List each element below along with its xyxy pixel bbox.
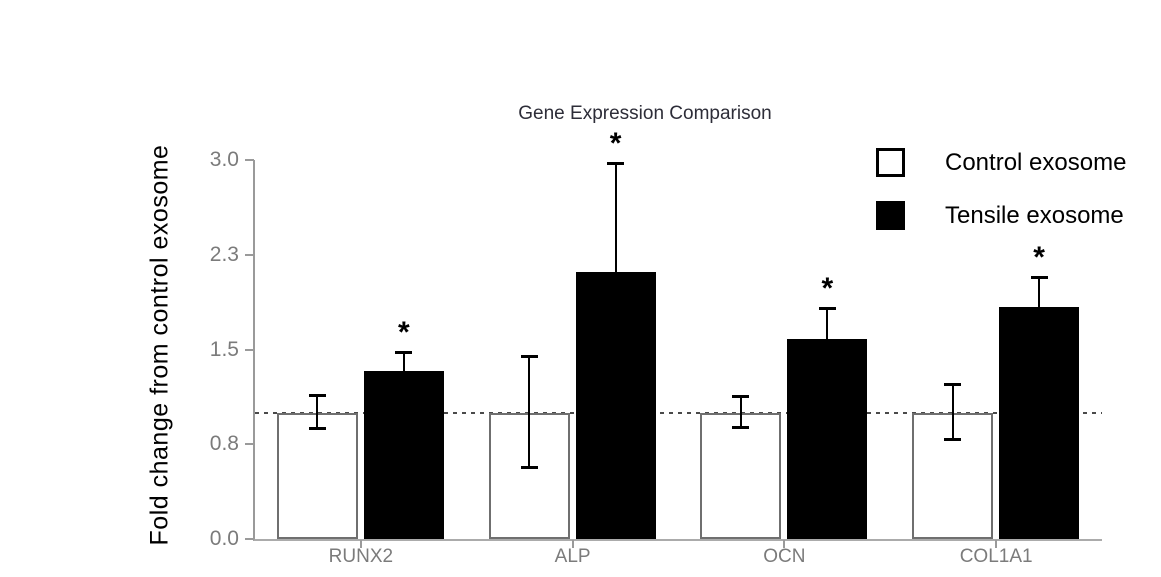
error-bar xyxy=(951,383,954,441)
bar-tensile-ocn xyxy=(787,339,868,539)
significance-asterisk: * xyxy=(1033,241,1045,275)
error-bar-cap-top xyxy=(308,393,326,397)
x-axis-tick xyxy=(571,540,574,548)
reference-line xyxy=(255,411,1102,414)
significance-asterisk: * xyxy=(609,126,622,160)
y-axis-tick xyxy=(245,443,254,446)
legend-item-tensile-exosome: Tensile exosome xyxy=(876,201,1126,230)
x-tick-label: RUNX2 xyxy=(328,546,394,567)
error-bar xyxy=(316,394,319,430)
significance-asterisk: * xyxy=(398,316,410,350)
bar-tensile-alp xyxy=(575,272,656,539)
y-axis-tick xyxy=(245,538,254,540)
y-tick-label: 1.5 xyxy=(209,337,239,361)
bar-tensile-runx2 xyxy=(363,370,444,539)
error-bar-cap-bottom xyxy=(308,427,326,431)
y-axis-tick xyxy=(245,348,254,351)
bar-control-runx2 xyxy=(276,412,358,539)
error-bar-cap-top xyxy=(607,161,625,165)
x-axis-tick xyxy=(995,540,998,548)
error-bar-cap-top xyxy=(944,382,962,386)
x-tick-label: OCN xyxy=(763,546,806,567)
error-bar-cap-bottom xyxy=(732,425,750,429)
y-tick-label: 0.0 xyxy=(209,527,239,550)
y-tick-label: 3.0 xyxy=(209,148,239,171)
x-tick-label: COL1A1 xyxy=(959,546,1033,567)
error-bar-cap-top xyxy=(395,351,413,355)
y-tick-label: 2.3 xyxy=(209,242,239,266)
error-bar xyxy=(739,396,742,428)
chart-title: Gene Expression Comparison xyxy=(518,103,772,124)
y-axis-title: Fold change from control exosome xyxy=(145,144,174,546)
y-axis-tick xyxy=(245,159,254,161)
legend-label-control: Control exosome xyxy=(945,148,1127,176)
error-bar xyxy=(826,307,829,340)
error-bar-cap-bottom xyxy=(944,438,962,442)
error-bar xyxy=(1038,277,1041,307)
y-axis-tick xyxy=(245,253,254,256)
bar-tensile-col1a1 xyxy=(999,306,1080,539)
tensile-exosome-swatch-icon xyxy=(876,201,905,230)
y-tick-label: 0.8 xyxy=(209,432,239,456)
legend-item-control-exosome: Control exosome xyxy=(876,148,1126,177)
error-bar-cap-top xyxy=(818,306,836,310)
control-exosome-swatch-icon xyxy=(876,148,905,177)
legend-label-tensile: Tensile exosome xyxy=(945,201,1124,229)
plot-area: 0.0 0.8 1.5 2.3 3.0 RUNX2 * ALP * OCN * COL1A1 * xyxy=(210,128,1102,567)
x-tick-label: ALP xyxy=(554,546,591,567)
error-bar-cap-top xyxy=(732,395,750,399)
error-bar-cap-top xyxy=(1030,276,1048,280)
error-bar xyxy=(614,162,617,273)
legend: Control exosome Tensile exosome xyxy=(876,148,1126,230)
error-bar-cap-bottom xyxy=(520,466,538,470)
error-bar-cap-top xyxy=(520,354,538,358)
error-bar xyxy=(402,352,405,371)
significance-asterisk: * xyxy=(821,271,834,305)
bar-control-ocn xyxy=(700,412,782,539)
x-axis-tick xyxy=(783,540,786,548)
x-axis-tick xyxy=(359,540,362,548)
error-bar xyxy=(528,355,531,469)
